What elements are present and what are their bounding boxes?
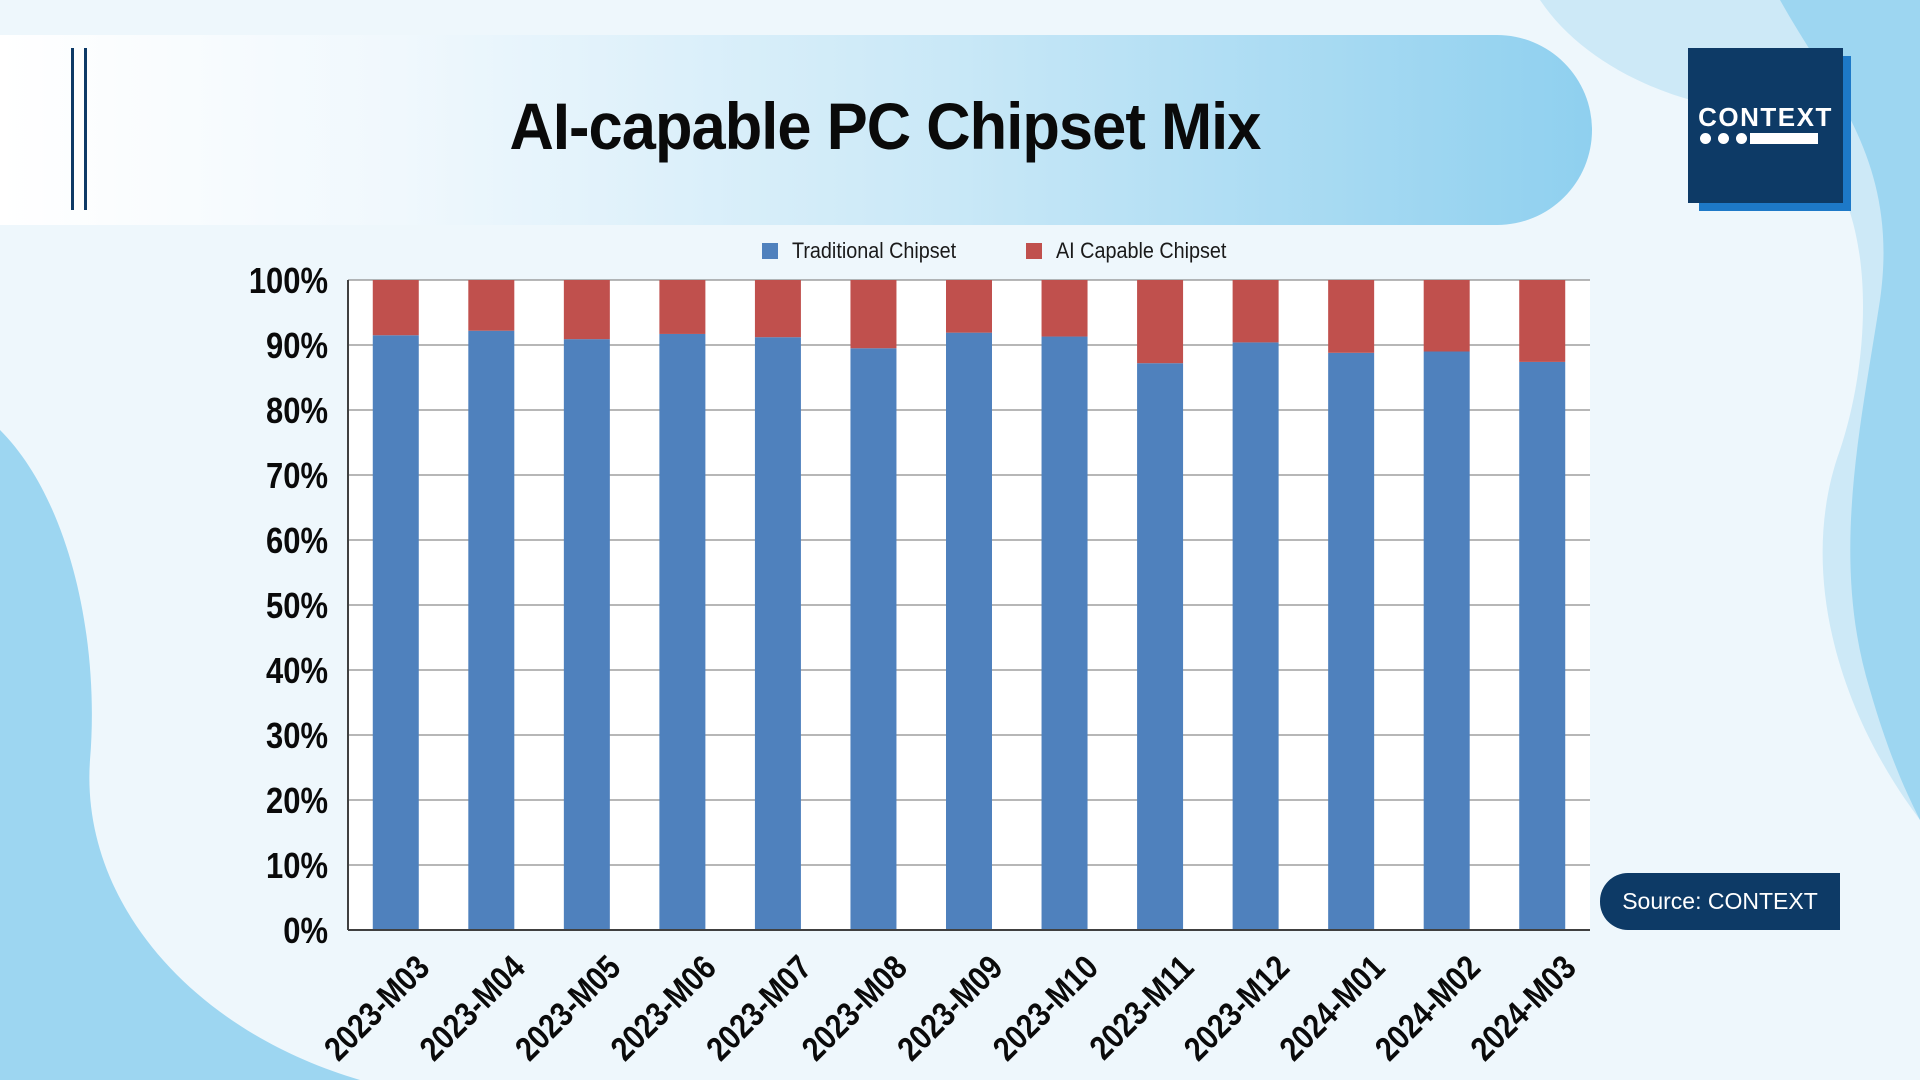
bar-segment [1041,336,1088,930]
y-tick-label: 50% [266,587,328,627]
y-tick-label: 100% [249,262,328,302]
legend-label: AI Capable Chipset [1056,239,1227,263]
y-tick-label: 30% [266,717,328,757]
x-tick-label: 2023-M07 [698,948,818,1068]
bar-segment [468,330,515,930]
bar-segment [468,280,515,331]
bar-segment [1232,342,1279,930]
bar-segment [754,337,801,930]
bar-segment [1328,352,1375,930]
y-tick-label: 80% [266,392,328,432]
legend-swatch [1026,243,1042,259]
logo-dot [1700,133,1711,144]
bar-segment [850,348,897,930]
y-tick-label: 40% [266,652,328,692]
title-band [0,35,1592,225]
logo-bar [1750,133,1818,144]
y-tick-label: 10% [266,847,328,887]
x-tick-label: 2024-M03 [1463,948,1583,1068]
legend: Traditional Chipset AI Capable Chipset [762,239,1227,263]
bar-segment [563,280,610,340]
logo-text: CONTEXT [1698,102,1833,132]
bar-segment [1137,363,1184,930]
y-tick-label: 90% [266,327,328,367]
bar-segment [1232,280,1279,343]
page-title: AI-capable PC Chipset Mix [509,89,1261,163]
x-tick-label: 2023-M05 [507,948,627,1068]
y-tick-label: 20% [266,782,328,822]
bar-segment [1328,280,1375,353]
logo-dot [1736,133,1747,144]
bar-segment [1519,361,1566,930]
bar-segment [754,280,801,338]
y-tick-label: 0% [283,912,328,952]
x-tick-label: 2023-M08 [794,948,914,1068]
x-tick-label: 2023-M12 [1176,948,1296,1068]
bar-segment [946,280,992,333]
y-tick-label: 60% [266,522,328,562]
bars [372,280,1566,930]
bar-segment [563,339,610,930]
x-tick-label: 2023-M09 [890,948,1010,1068]
bar-segment [1137,280,1184,364]
x-tick-label: 2024-M02 [1367,948,1487,1068]
decorative-line [84,48,87,210]
context-logo: CONTEXT [1688,48,1843,203]
bar-segment [1423,351,1470,930]
bar-segment [946,332,992,930]
x-tick-label: 2023-M06 [603,948,723,1068]
source-badge: Source: CONTEXT [1600,873,1840,930]
x-tick-label: 2023-M10 [985,948,1105,1068]
right-wave-shape-front [1780,0,1920,820]
logo-dot [1718,133,1729,144]
x-tick-label: 2024-M01 [1272,948,1392,1068]
bar-segment [372,335,419,930]
legend-swatch [762,243,778,259]
y-tick-label: 70% [266,457,328,497]
bar-segment [1041,280,1088,337]
bar-segment [659,333,706,930]
x-tick-label: 2023-M03 [316,948,436,1068]
left-wave-shape [0,430,360,1080]
bar-segment [1519,280,1566,362]
bar-segment [1423,280,1470,352]
x-tick-label: 2023-M11 [1082,948,1201,1067]
decorative-line [71,48,74,210]
legend-label: Traditional Chipset [792,239,956,263]
bar-segment [659,280,706,334]
bar-segment [850,280,897,349]
bar-segment [372,280,419,336]
x-tick-label: 2023-M04 [412,947,533,1068]
